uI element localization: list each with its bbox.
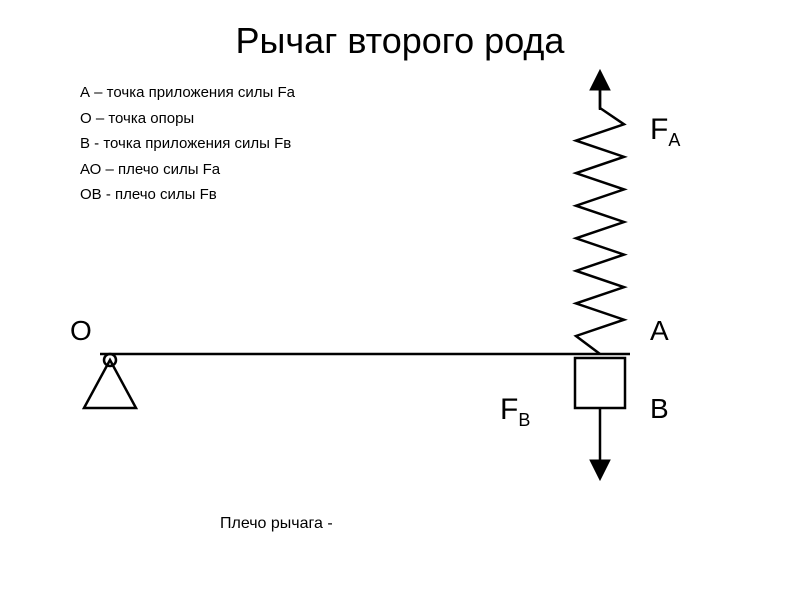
label-fulcrum-o: О: [70, 315, 92, 347]
caption-text: Плечо рычага -: [220, 515, 333, 533]
label-point-b: В: [650, 393, 669, 425]
lever-diagram: [0, 0, 800, 600]
label-force-a: FA: [650, 113, 680, 151]
label-point-a: А: [650, 315, 669, 347]
label-force-b: FB: [500, 393, 530, 431]
